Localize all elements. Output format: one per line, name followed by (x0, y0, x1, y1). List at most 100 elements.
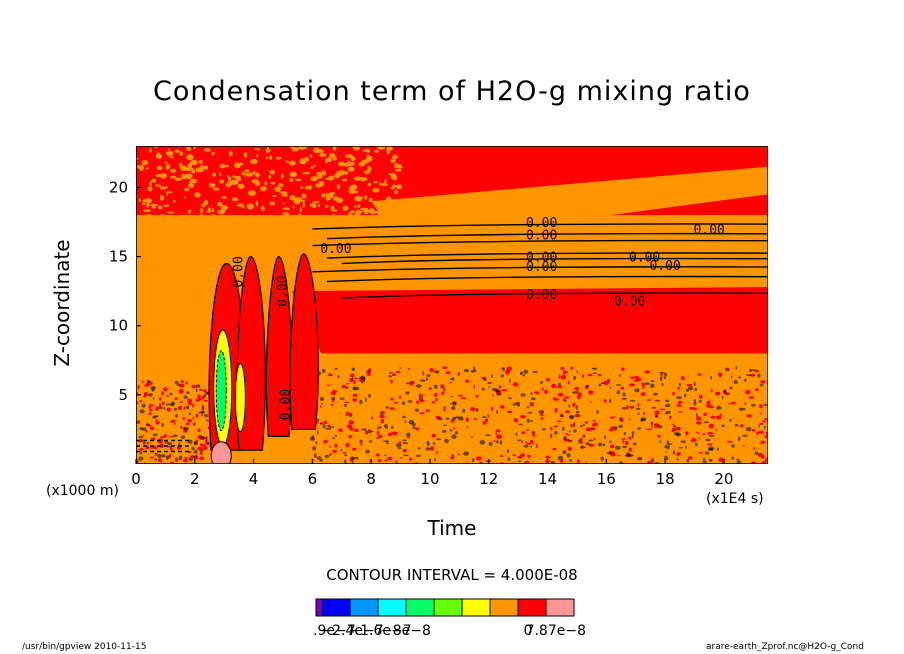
speckle (246, 203, 254, 210)
speckle (317, 418, 320, 422)
speckle (449, 381, 453, 384)
speckle (347, 166, 354, 172)
speckle (544, 389, 548, 395)
speckle (199, 443, 204, 447)
speckle (646, 428, 653, 431)
speckle (166, 211, 175, 214)
speckle (718, 457, 725, 462)
speckle (182, 430, 188, 433)
speckle (239, 237, 244, 241)
speckle (309, 234, 315, 237)
speckle (351, 461, 354, 464)
speckle (521, 440, 524, 444)
speckle (349, 221, 357, 228)
speckle (330, 390, 336, 396)
speckle (324, 232, 332, 236)
speckle (142, 202, 146, 206)
speckle (350, 156, 356, 161)
speckle (281, 193, 288, 197)
speckle (628, 447, 632, 452)
speckle (758, 424, 760, 429)
speckle (582, 434, 586, 438)
speckle (760, 440, 765, 445)
speckle (556, 385, 563, 389)
speckle (145, 430, 148, 433)
speckle (558, 374, 561, 379)
speckle (473, 366, 476, 370)
speckle (168, 453, 172, 458)
speckle (204, 414, 209, 418)
speckle (576, 394, 581, 400)
speckle (698, 399, 702, 403)
speckle (499, 440, 503, 445)
speckle (445, 417, 450, 421)
speckle (441, 391, 445, 395)
speckle (760, 412, 762, 415)
speckle (622, 440, 625, 444)
speckle (622, 392, 626, 397)
speckle (381, 182, 388, 186)
speckle (568, 404, 571, 408)
speckle (570, 366, 574, 370)
speckle (676, 452, 680, 457)
speckle (609, 386, 612, 389)
speckle (197, 394, 201, 399)
speckle (244, 175, 247, 178)
speckle (394, 162, 398, 169)
speckle (628, 418, 631, 421)
x-tick-label: 14 (538, 470, 557, 488)
speckle (530, 445, 532, 449)
contour-line (327, 232, 768, 240)
speckle (445, 371, 451, 375)
speckle (293, 199, 301, 205)
speckle (651, 406, 657, 409)
legend-swatch (315, 598, 323, 617)
speckle (352, 398, 357, 402)
speckle (472, 458, 475, 463)
speckle (487, 382, 492, 384)
speckle (200, 411, 206, 414)
speckle (615, 384, 622, 386)
speckle (673, 432, 680, 436)
speckle (431, 433, 437, 438)
speckle (177, 445, 182, 450)
speckle (724, 393, 728, 396)
speckle (664, 372, 668, 377)
speckle (680, 376, 685, 381)
speckle (481, 416, 487, 419)
speckle (245, 172, 254, 177)
speckle (735, 365, 738, 370)
speckle (370, 209, 375, 215)
speckle (730, 375, 733, 379)
speckle (334, 443, 338, 448)
speckle (554, 430, 558, 435)
speckle (338, 161, 345, 167)
speckle (401, 401, 406, 405)
speckle (699, 452, 703, 454)
speckle (343, 220, 350, 225)
speckle (425, 377, 428, 381)
speckle (179, 151, 183, 156)
speckle (187, 209, 192, 214)
speckle (136, 420, 140, 424)
speckle (491, 374, 493, 379)
speckle (408, 457, 413, 461)
x-tick-label: 8 (366, 470, 376, 488)
speckle (460, 397, 467, 400)
speckle (323, 420, 327, 424)
speckle (743, 378, 747, 382)
speckle (234, 176, 241, 180)
speckle (197, 446, 202, 451)
contour-label: 0.00 (526, 250, 557, 265)
speckle (529, 401, 533, 407)
contour-label: 0.00 (649, 259, 680, 274)
speckle (255, 173, 260, 177)
contour-line (327, 275, 768, 283)
speckle (251, 218, 259, 223)
speckle (420, 379, 426, 382)
speckle (395, 443, 402, 448)
speckle (450, 395, 453, 398)
contour-label: 0.00 (275, 276, 290, 307)
speckle (564, 399, 567, 403)
speckle (256, 154, 259, 158)
